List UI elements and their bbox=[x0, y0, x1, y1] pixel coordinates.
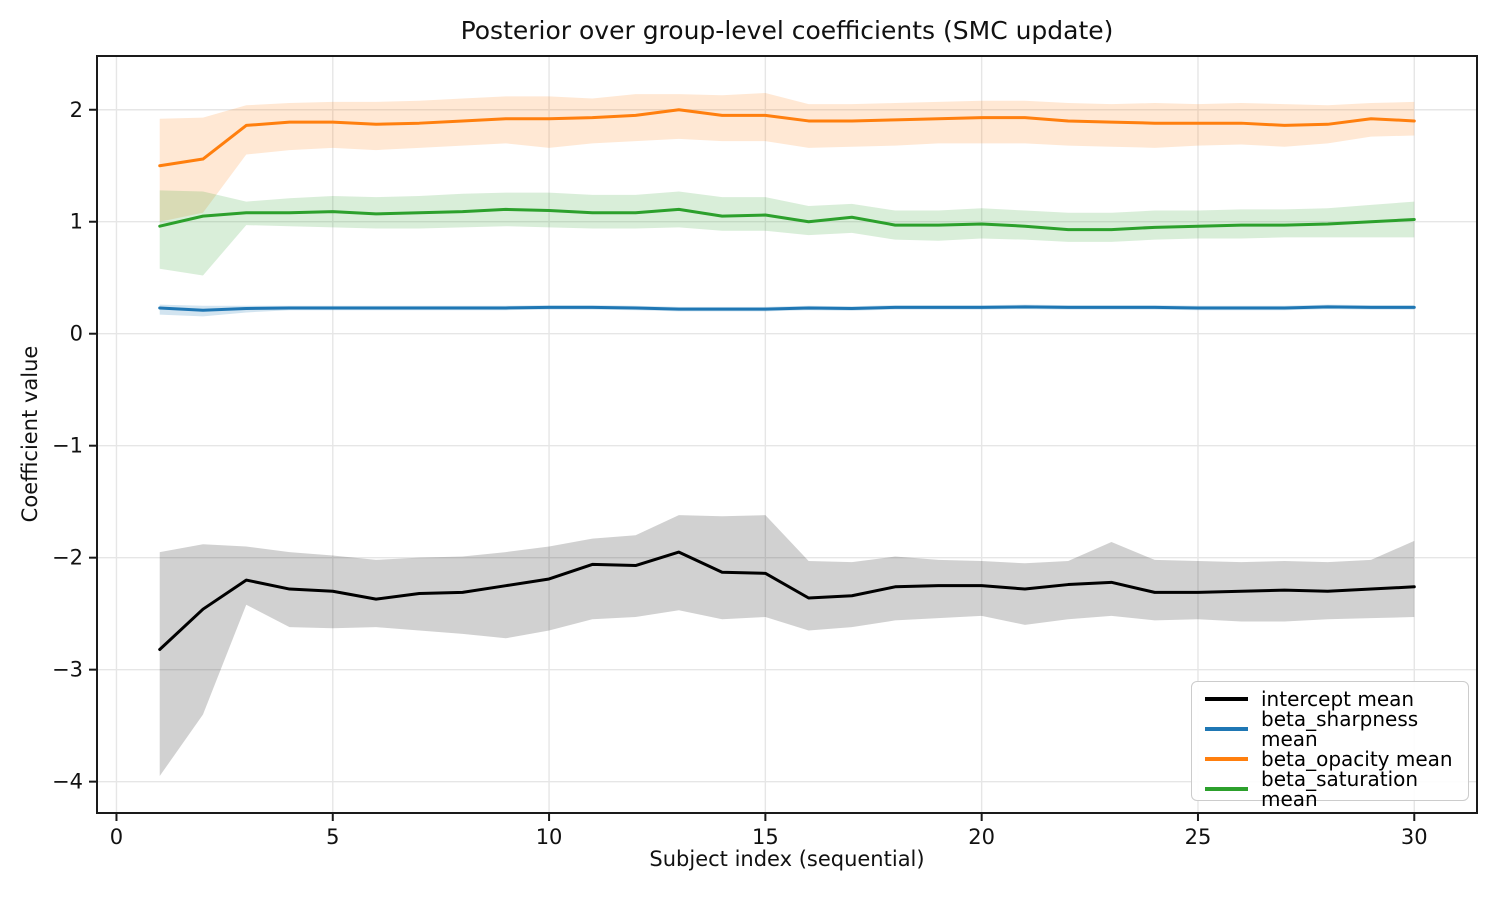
y-tick-label: −1 bbox=[52, 434, 83, 458]
y-tick-label: −4 bbox=[52, 770, 83, 794]
series-line-intercept-mean bbox=[158, 550, 1416, 652]
legend-label: beta_sharpness mean bbox=[1261, 707, 1419, 751]
x-tick-label: 0 bbox=[110, 825, 123, 849]
legend-swatch bbox=[1205, 787, 1248, 791]
x-tick-label: 20 bbox=[968, 825, 995, 849]
legend: intercept mean beta_sharpness mean beta_… bbox=[1191, 681, 1469, 809]
legend-item-beta-sharpness: beta_sharpness mean bbox=[1205, 709, 1462, 749]
axes-spines bbox=[96, 55, 1478, 814]
confidence-band-beta_opacity-mean bbox=[159, 92, 1415, 222]
legend-label: beta_opacity mean bbox=[1261, 747, 1453, 771]
x-tick-label: 15 bbox=[752, 825, 779, 849]
x-axis-label: Subject index (sequential) bbox=[649, 847, 925, 871]
x-tick-label: 10 bbox=[536, 825, 563, 849]
legend-item-intercept: intercept mean bbox=[1205, 689, 1462, 709]
y-tick-label: −2 bbox=[52, 546, 83, 570]
series-line-beta_opacity-mean bbox=[158, 108, 1416, 168]
y-tick-label: 0 bbox=[70, 322, 83, 346]
x-tick-label: 30 bbox=[1401, 825, 1428, 849]
legend-label: beta_saturation mean bbox=[1261, 767, 1419, 811]
y-tick-label: −3 bbox=[52, 658, 83, 682]
x-tick-label: 25 bbox=[1185, 825, 1212, 849]
x-tick-label: 5 bbox=[326, 825, 339, 849]
chart-title: Posterior over group-level coefficients … bbox=[460, 16, 1114, 45]
confidence-band-beta_sharpness-mean bbox=[159, 304, 1415, 317]
y-tick-label: 1 bbox=[70, 210, 83, 234]
y-axis-label: Coefficient value bbox=[18, 345, 42, 523]
confidence-band-beta_saturation-mean bbox=[159, 190, 1415, 276]
legend-item-beta-saturation: beta_saturation mean bbox=[1205, 769, 1462, 809]
confidence-band-intercept-mean bbox=[159, 515, 1415, 777]
legend-label: intercept mean bbox=[1261, 687, 1415, 711]
legend-swatch bbox=[1205, 757, 1248, 761]
series-line-beta_saturation-mean bbox=[158, 207, 1416, 232]
legend-swatch bbox=[1205, 727, 1248, 731]
legend-swatch bbox=[1205, 697, 1248, 701]
series-line-beta_sharpness-mean bbox=[158, 305, 1416, 312]
legend-item-beta-opacity: beta_opacity mean bbox=[1205, 749, 1462, 769]
y-tick-label: 2 bbox=[70, 98, 83, 122]
